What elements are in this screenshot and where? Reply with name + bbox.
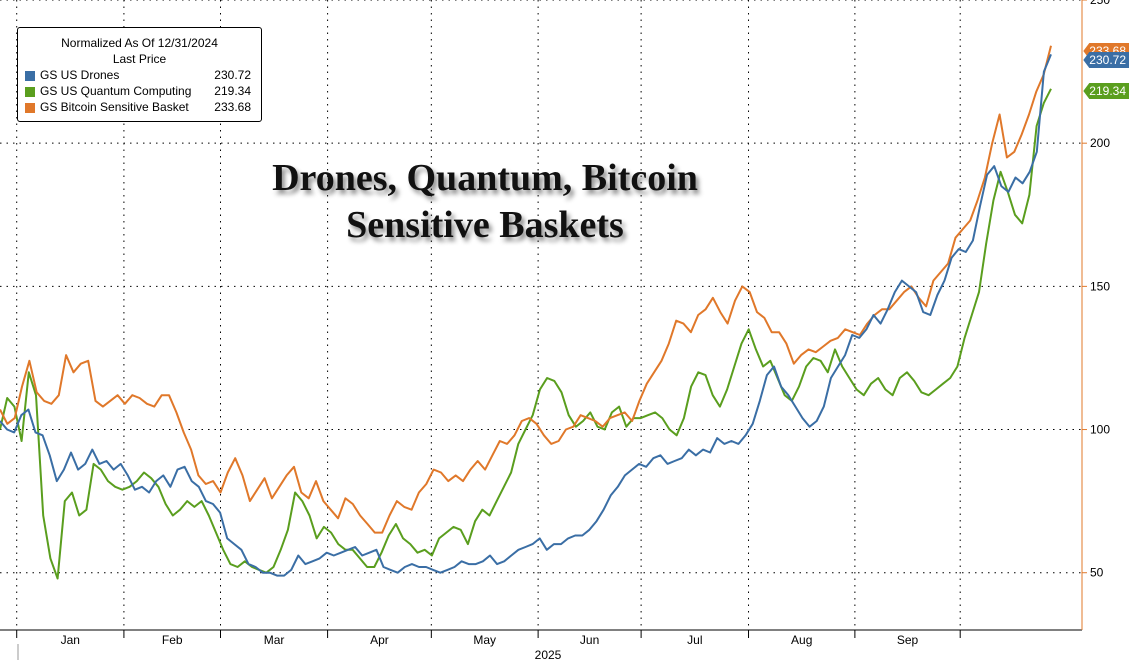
y-tick-label: 250: [1090, 0, 1110, 7]
legend-item-bitcoin: GS Bitcoin Sensitive Basket 233.68: [25, 100, 251, 115]
legend-swatch-quantum: [25, 87, 35, 97]
legend-name-drones: GS US Drones: [40, 68, 120, 82]
y-tick-label: 50: [1090, 566, 1104, 580]
tick-labels: 2025 50 100 150 200 250 Jan Feb Mar Apr May Jun Jul…: [16, 0, 1110, 662]
y-tick-label: 100: [1090, 423, 1110, 437]
legend-value-drones: 230.72: [214, 68, 251, 82]
x-tick-label: Jul: [687, 633, 702, 647]
series-line-gs-us-quantum-computing: [0, 88, 1052, 580]
legend-value-bitcoin: 233.68: [214, 100, 251, 114]
x-tick-label: Sep: [897, 633, 919, 647]
x-tick-label: Jun: [580, 633, 599, 647]
y-tick-label: 200: [1090, 136, 1110, 150]
x-axis-label: 2025: [535, 648, 562, 662]
legend-name-quantum: GS US Quantum Computing: [40, 84, 192, 98]
legend-item-quantum: GS US Quantum Computing 219.34: [25, 84, 251, 99]
chart-title: Drones, Quantum, Bitcoin Sensitive Baske…: [200, 155, 770, 249]
x-tick-label: Apr: [370, 633, 389, 647]
x-tick-label: Aug: [791, 633, 812, 647]
legend-heading: Normalized As Of 12/31/2024 Last Price: [18, 35, 261, 67]
chart-title-line2: Sensitive Baskets: [346, 204, 624, 246]
legend-subheading-text: Last Price: [112, 52, 167, 66]
x-tick-label: Mar: [264, 633, 285, 647]
legend-name-bitcoin: GS Bitcoin Sensitive Basket: [40, 100, 189, 114]
x-tick-label: Jan: [61, 633, 80, 647]
legend-item-drones: GS US Drones 230.72: [25, 68, 251, 83]
series: [0, 45, 1052, 580]
axes: [0, 0, 1083, 660]
legend-swatch-bitcoin: [25, 103, 35, 113]
legend-value-quantum: 219.34: [214, 84, 251, 98]
series-line-gs-us-drones: [0, 54, 1052, 577]
legend-swatch-drones: [25, 71, 35, 81]
x-tick-label: May: [473, 633, 496, 647]
legend-heading-text: Normalized As Of 12/31/2024: [61, 36, 218, 50]
legend: Normalized As Of 12/31/2024 Last Price G…: [17, 27, 262, 122]
last-price-badge-quantum: 219.34: [1083, 83, 1129, 99]
x-tick-label: Feb: [162, 633, 183, 647]
y-tick-label: 150: [1090, 279, 1110, 293]
last-price-badge-drones: 230.72: [1083, 52, 1129, 68]
chart-title-line1: Drones, Quantum, Bitcoin: [272, 157, 698, 199]
series-line-gs-bitcoin-sensitive-basket: [0, 45, 1052, 534]
